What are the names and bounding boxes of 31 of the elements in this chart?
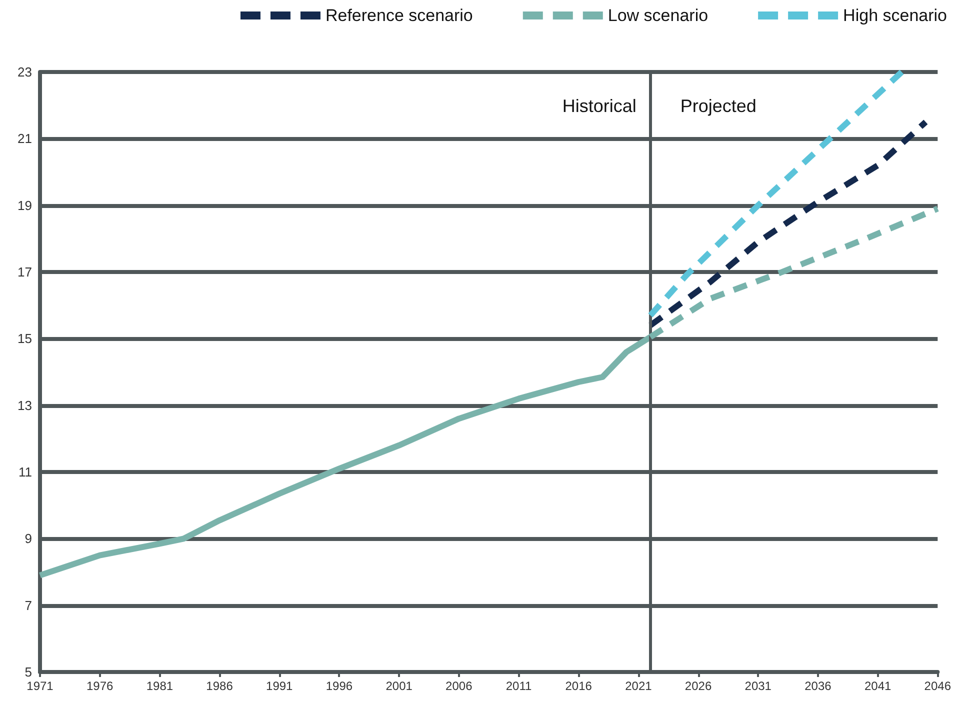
y-tick-label: 7: [24, 598, 32, 613]
x-tick-label: 1986: [206, 679, 234, 693]
x-tick-label: 2036: [804, 679, 832, 693]
x-tick-label: 2006: [446, 679, 473, 693]
x-tick-label: 1971: [26, 679, 54, 693]
x-tick-label: 2041: [864, 679, 892, 693]
annotation: Projected: [680, 96, 756, 116]
x-tick-label: 2026: [684, 679, 712, 693]
legend-label: Reference scenario: [325, 6, 473, 25]
y-tick-label: 21: [18, 131, 32, 146]
y-tick-label: 19: [18, 198, 32, 213]
annotation: Historical: [562, 96, 636, 116]
x-tick-label: 2021: [625, 679, 652, 693]
y-tick-label: 15: [18, 331, 32, 346]
y-tick-label: 11: [18, 464, 32, 480]
x-tick-label: 2031: [744, 679, 772, 693]
x-tick-label: 1976: [86, 679, 114, 693]
y-tick-label: 5: [24, 664, 32, 680]
legend-label: High scenario: [843, 6, 948, 25]
x-tick-label: 2016: [565, 679, 592, 693]
y-tick-label: 23: [18, 64, 32, 80]
legend-label: Low scenario: [608, 6, 708, 25]
y-tick-label: 9: [24, 531, 32, 546]
y-tick-label: 13: [18, 398, 32, 413]
x-tick-label: 2001: [386, 679, 413, 693]
x-tick-label: 2046: [924, 679, 952, 693]
y-tick-label: 17: [18, 264, 32, 280]
x-tick-label: 1981: [146, 679, 174, 693]
x-tick-label: 1991: [266, 679, 294, 693]
x-tick-label: 1996: [326, 679, 353, 693]
x-tick-label: 2011: [506, 679, 532, 693]
